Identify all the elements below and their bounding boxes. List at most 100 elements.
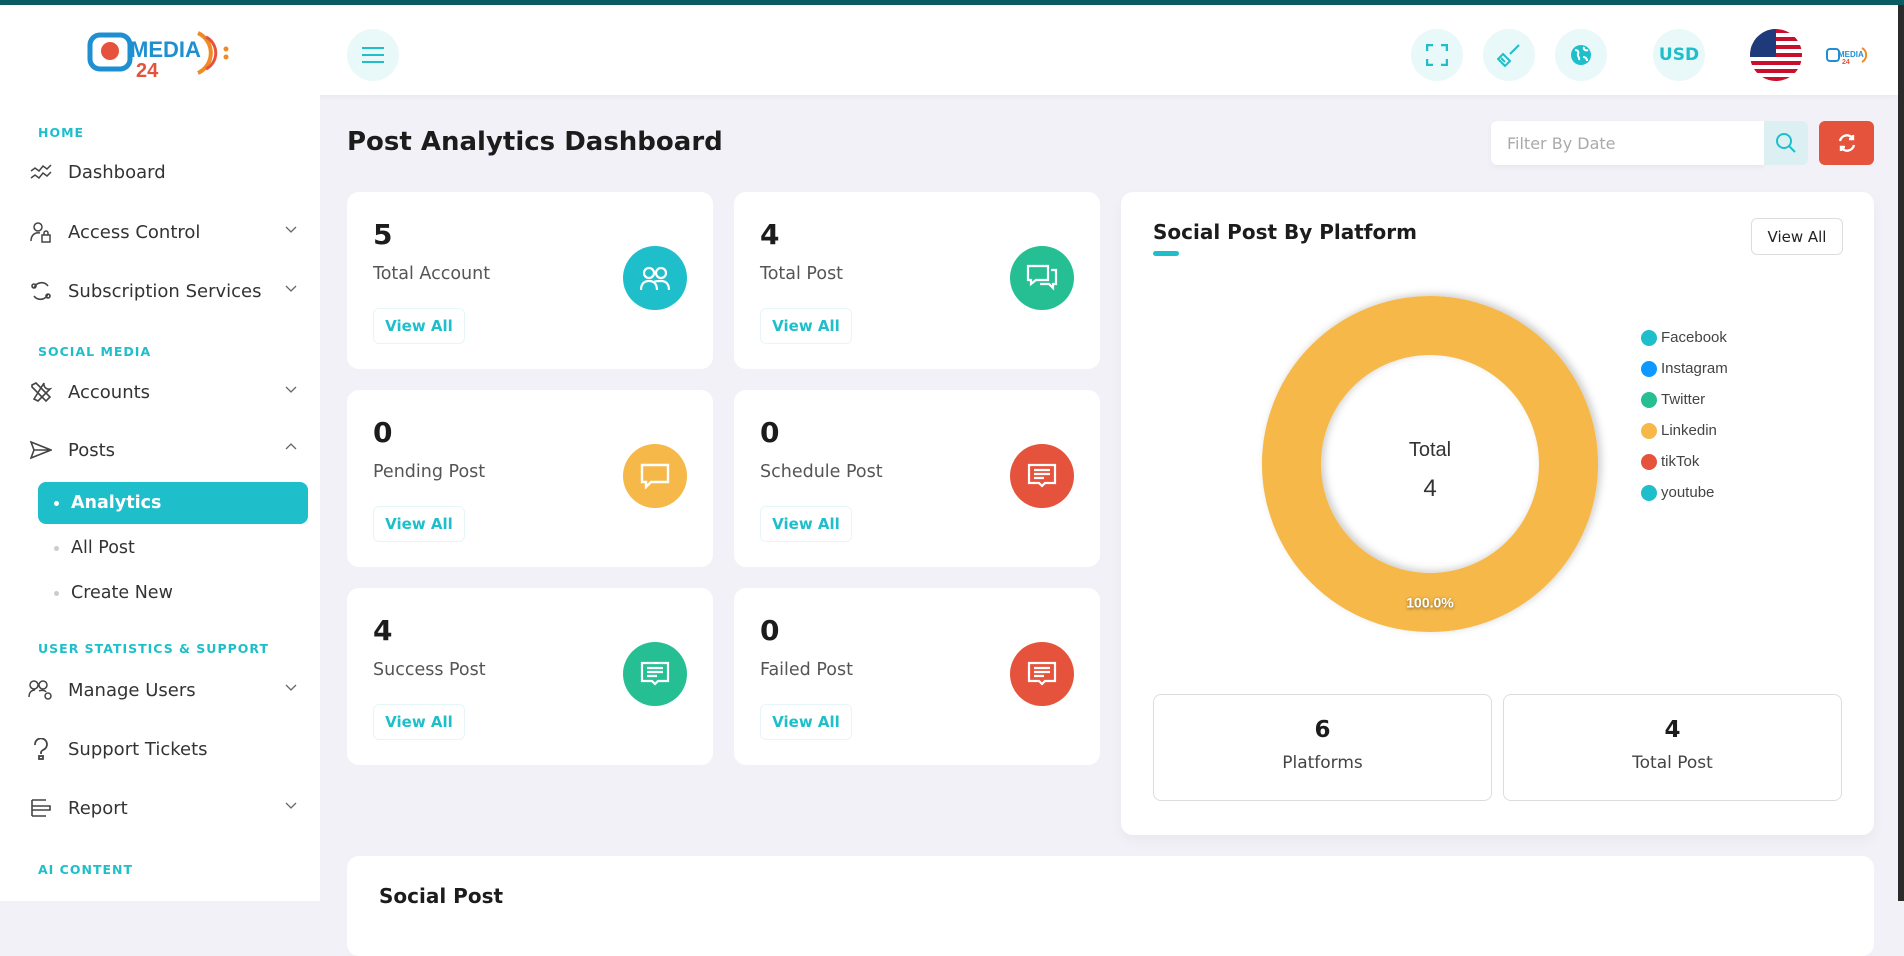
sidebar-item-access-control[interactable]: Access Control (28, 214, 298, 250)
stat-card-success-post: 4 Success Post View All (347, 588, 713, 765)
donut-center-label: Total (1409, 439, 1451, 461)
media24-logo[interactable]: MEDIA 24 (86, 27, 236, 79)
legend-item-linkedin[interactable]: Linkedin (1641, 415, 1728, 446)
filter-by-date-input[interactable] (1491, 121, 1764, 165)
view-all-button[interactable]: View All (760, 506, 852, 542)
card-value: 4 (760, 218, 780, 251)
slice-data-label: 100.0% (1406, 595, 1454, 611)
card-title: Social Post By Platform (1153, 220, 1417, 244)
top-header: MEDIA 24 USD MEDIA 24 (0, 5, 1898, 95)
view-all-button[interactable]: View All (760, 308, 852, 344)
stat-value: 4 (1664, 717, 1681, 743)
sidebar-item-posts[interactable]: Posts (28, 432, 298, 468)
currency-label: USD (1658, 45, 1700, 65)
sidebar-subitem-label: Analytics (71, 493, 162, 513)
stat-card-total-post: 4 Total Post View All (734, 192, 1100, 369)
platform-donut-chart: 100.0% Total 4 (1262, 296, 1598, 632)
chart-line-icon (28, 159, 54, 185)
sidebar-item-report[interactable]: Report (28, 790, 298, 826)
currency-button[interactable]: USD (1653, 29, 1705, 81)
card-title: Social Post (379, 884, 504, 908)
legend-item-instagram[interactable]: Instagram (1641, 353, 1728, 384)
chat-bubbles-icon (1010, 246, 1074, 310)
broom-icon (1497, 44, 1520, 67)
clear-cache-button[interactable] (1483, 29, 1535, 81)
view-all-button[interactable]: View All (1751, 218, 1843, 255)
globe-icon (1571, 45, 1591, 65)
sidebar-item-label: Manage Users (68, 679, 196, 701)
scrollbar[interactable] (1898, 5, 1904, 901)
legend-item-twitter[interactable]: Twitter (1641, 384, 1728, 415)
fullscreen-button[interactable] (1411, 29, 1463, 81)
sidebar-subitem-label: Create New (71, 583, 173, 603)
view-all-button[interactable]: View All (373, 704, 465, 740)
stat-card-schedule-post: 0 Schedule Post View All (734, 390, 1100, 567)
legend-label: tikTok (1661, 453, 1700, 470)
section-ai-content: AI CONTENT (38, 862, 133, 877)
page-title: Post Analytics Dashboard (347, 127, 723, 157)
title-underline (1153, 251, 1179, 256)
chevron-down-icon (285, 802, 297, 809)
sidebar-subitem-all-post[interactable]: All Post (38, 527, 308, 569)
sidebar-item-label: Access Control (68, 221, 201, 243)
report-bars-icon (28, 795, 54, 821)
chevron-down-icon (285, 285, 297, 292)
us-flag-avatar[interactable] (1750, 29, 1802, 81)
profile-logo[interactable]: MEDIA 24 (1826, 45, 1870, 65)
sidebar-item-subscription-services[interactable]: Subscription Services (28, 273, 298, 309)
view-all-button[interactable]: View All (373, 308, 465, 344)
search-button[interactable] (1764, 121, 1808, 165)
section-home: HOME (38, 125, 85, 140)
view-all-button[interactable]: View All (373, 506, 465, 542)
social-post-by-platform-card: Social Post By Platform View All 100.0% T… (1121, 192, 1874, 835)
sidebar-item-label: Report (68, 797, 128, 819)
svg-text:MEDIA: MEDIA (130, 37, 201, 62)
sidebar-item-support-tickets[interactable]: Support Tickets (28, 731, 298, 767)
sidebar-subitem-create-new[interactable]: Create New (38, 572, 308, 614)
donut-slice-linkedin[interactable] (1262, 296, 1598, 632)
stat-value: 6 (1314, 717, 1331, 743)
view-all-button[interactable]: View All (760, 704, 852, 740)
legend-label: Instagram (1661, 360, 1728, 377)
card-value: 0 (760, 416, 780, 449)
legend-swatch (1641, 453, 1657, 470)
sidebar-item-label: Dashboard (68, 161, 166, 183)
user-lock-icon (28, 219, 54, 245)
legend-swatch (1641, 360, 1657, 377)
legend-item-facebook[interactable]: Facebook (1641, 322, 1728, 353)
language-button[interactable] (1555, 29, 1607, 81)
legend-item-youtube[interactable]: youtube (1641, 477, 1728, 508)
legend-label: youtube (1661, 484, 1715, 501)
bullet (54, 500, 59, 506)
card-label: Total Account (373, 264, 491, 284)
users-icon (623, 246, 687, 310)
card-value: 0 (373, 416, 393, 449)
stat-label: Platforms (1282, 753, 1363, 773)
message-icon (1010, 642, 1074, 706)
legend-swatch (1641, 484, 1657, 501)
refresh-button[interactable] (1819, 121, 1874, 165)
menu-toggle-button[interactable] (347, 29, 399, 81)
sidebar-item-label: Subscription Services (68, 280, 262, 302)
stat-total-post: 4 Total Post (1503, 694, 1842, 801)
legend-label: Linkedin (1661, 422, 1717, 439)
legend-swatch (1641, 329, 1657, 346)
svg-text:24: 24 (136, 60, 159, 79)
fullscreen-icon (1426, 44, 1448, 66)
legend-label: Facebook (1661, 329, 1727, 346)
chevron-down-icon (285, 386, 297, 393)
legend-item-tiktok[interactable]: tikTok (1641, 446, 1728, 477)
sidebar-item-manage-users[interactable]: Manage Users (28, 672, 298, 708)
stat-card-pending-post: 0 Pending Post View All (347, 390, 713, 567)
sidebar-subitem-analytics[interactable]: Analytics (38, 482, 308, 524)
sidebar-item-dashboard[interactable]: Dashboard (28, 154, 298, 190)
sidebar: HOME Dashboard Access Control Subscripti… (0, 95, 320, 901)
sidebar-item-label: Accounts (68, 381, 151, 403)
card-label: Failed Post (760, 660, 853, 680)
card-label: Success Post (373, 660, 486, 680)
chevron-down-icon (285, 684, 297, 691)
card-value: 5 (373, 218, 393, 251)
chevron-down-icon (285, 226, 297, 233)
sidebar-item-accounts[interactable]: Accounts (28, 374, 298, 410)
search-icon (1776, 133, 1796, 153)
